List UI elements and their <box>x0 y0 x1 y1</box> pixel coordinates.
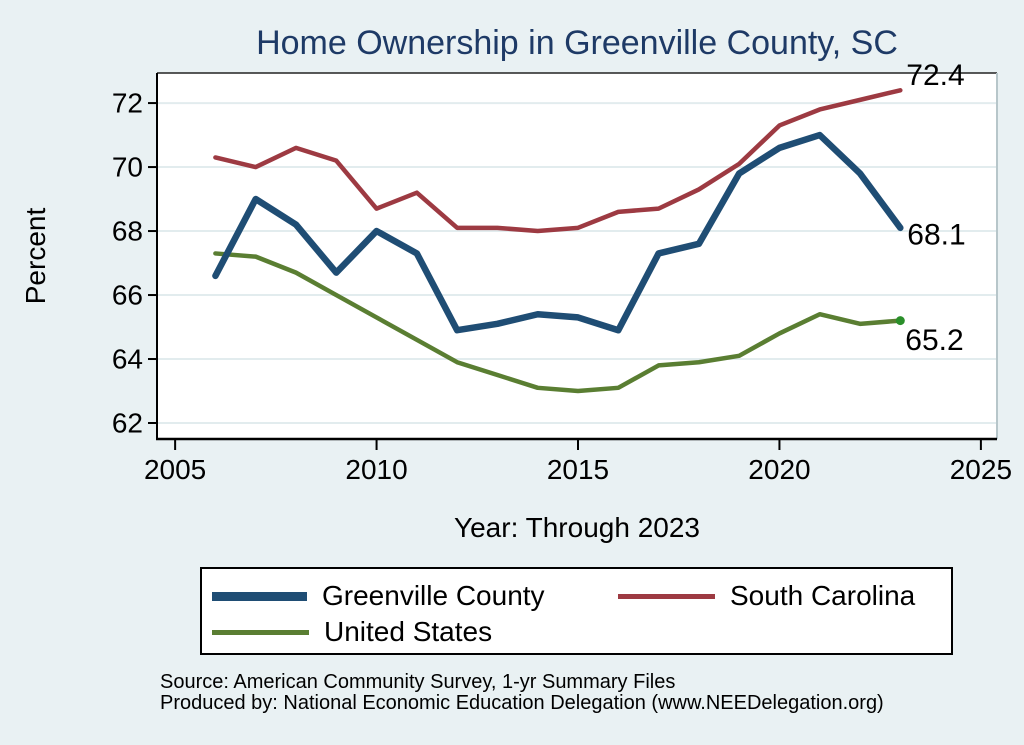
legend-swatch-greenville-county <box>212 591 307 601</box>
legend-entry-south-carolina: South Carolina <box>618 580 916 611</box>
y-tick-label: 70 <box>112 152 143 183</box>
series-line-greenville-county <box>212 131 904 334</box>
x-tick-label: 2025 <box>950 454 1012 485</box>
y-axis-title: Percent <box>20 207 51 305</box>
source-note: Source: American Community Survey, 1-yr … <box>160 672 884 714</box>
series-line-united-states <box>213 251 903 394</box>
y-tick-label: 72 <box>112 88 143 119</box>
legend-swatch-united-states <box>212 629 309 635</box>
x-tick-label: 2010 <box>345 454 407 485</box>
x-tick-label: 2005 <box>144 454 206 485</box>
legend-entry-greenville-county: Greenville County <box>212 580 545 611</box>
legend-label-greenville-county: Greenville County <box>322 580 545 611</box>
y-tick-label: 66 <box>112 280 143 311</box>
legend-box: Greenville County South Carolina United … <box>200 567 953 655</box>
chart-title: Home Ownership in Greenville County, SC <box>256 24 898 62</box>
x-axis-title: Year: Through 2023 <box>454 512 700 543</box>
x-tick-label: 2015 <box>547 454 609 485</box>
legend-entry-united-states: United States <box>212 616 493 647</box>
end-value-label-south-carolina: 72.4 <box>906 59 964 92</box>
source-line-1: Source: American Community Survey, 1-yr … <box>160 671 676 693</box>
plot-background <box>157 73 997 439</box>
series-line-south-carolina <box>213 88 903 234</box>
x-tick-label: 2020 <box>748 454 810 485</box>
y-tick-label: 62 <box>112 408 143 439</box>
legend-swatch-south-carolina <box>618 593 715 599</box>
end-value-label-united-states: 65.2 <box>905 324 963 357</box>
y-tick-label: 64 <box>112 344 143 375</box>
end-value-label-greenville-county: 68.1 <box>907 218 965 251</box>
y-tick-label: 68 <box>112 216 143 247</box>
legend-label-united-states: United States <box>324 616 493 647</box>
series-end-marker-united-states <box>895 316 905 326</box>
source-line-2: Produced by: National Economic Education… <box>160 692 884 714</box>
legend-label-south-carolina: South Carolina <box>730 580 916 611</box>
